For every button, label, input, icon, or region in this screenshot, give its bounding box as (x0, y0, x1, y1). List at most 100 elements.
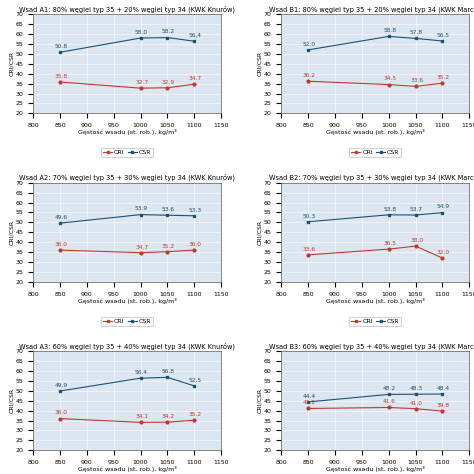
Y-axis label: CRI/CSR: CRI/CSR (257, 51, 262, 76)
CSR (413, 36, 419, 41)
CRI (57, 247, 63, 253)
Line: CRI: CRI (59, 81, 196, 90)
Line: CRI: CRI (59, 417, 196, 424)
Text: 35.8: 35.8 (55, 74, 68, 79)
Text: 58.0: 58.0 (135, 30, 148, 35)
X-axis label: Gęstość wsadu (st. rob.), kg/m³: Gęstość wsadu (st. rob.), kg/m³ (326, 129, 425, 136)
CSR (57, 220, 63, 226)
Text: 35.2: 35.2 (189, 412, 202, 417)
CRI (57, 79, 63, 85)
CRI (413, 243, 419, 249)
CSR (138, 375, 144, 381)
Text: 36.0: 36.0 (55, 242, 67, 247)
Text: 49.9: 49.9 (55, 383, 68, 388)
CRI (191, 417, 197, 423)
CSR (439, 391, 445, 397)
CSR (164, 374, 170, 380)
CSR (57, 388, 63, 394)
Text: 41.6: 41.6 (383, 399, 396, 404)
Y-axis label: CRI/CSR: CRI/CSR (9, 388, 14, 413)
Text: 35.2: 35.2 (437, 75, 450, 80)
Text: 50.8: 50.8 (55, 44, 68, 49)
Text: 54.9: 54.9 (437, 204, 450, 210)
Line: CRI: CRI (307, 406, 444, 412)
Text: 53.7: 53.7 (410, 207, 423, 212)
CSR (191, 213, 197, 219)
Y-axis label: CRI/CSR: CRI/CSR (257, 219, 262, 245)
Text: 58.2: 58.2 (162, 29, 175, 35)
Text: 34.7: 34.7 (189, 76, 202, 81)
Text: 49.6: 49.6 (55, 215, 67, 220)
CSR (386, 34, 392, 39)
Line: CSR: CSR (59, 213, 196, 225)
CRI (439, 81, 445, 86)
Text: 33.6: 33.6 (410, 78, 423, 83)
Title: Wsad B2: 70% węgiel typ 35 + 30% węgiel typ 34 (KWK Marcel): Wsad B2: 70% węgiel typ 35 + 30% węgiel … (269, 175, 474, 182)
Text: 53.6: 53.6 (162, 207, 175, 212)
Y-axis label: CRI/CSR: CRI/CSR (9, 219, 14, 245)
Text: 34.5: 34.5 (383, 76, 396, 82)
Text: 41.1: 41.1 (302, 401, 316, 405)
Text: 50.3: 50.3 (302, 214, 316, 219)
CRI (191, 82, 197, 87)
CRI (305, 252, 311, 258)
Title: Wsad B1: 80% węgiel typ 35 + 20% węgiel typ 34 (KWK Marcel): Wsad B1: 80% węgiel typ 35 + 20% węgiel … (269, 7, 474, 13)
Text: 38.0: 38.0 (410, 238, 423, 243)
Text: 56.4: 56.4 (135, 370, 148, 375)
Text: 48.4: 48.4 (437, 386, 450, 391)
CRI (164, 85, 170, 91)
Text: 32.9: 32.9 (162, 80, 175, 84)
Text: 57.8: 57.8 (410, 30, 423, 35)
X-axis label: Gęstość wsadu (st. rob.), kg/m³: Gęstość wsadu (st. rob.), kg/m³ (78, 298, 176, 304)
CSR (164, 35, 170, 40)
Text: 34.2: 34.2 (162, 414, 175, 419)
Title: Wsad A1: 80% węgiel typ 35 + 20% węgiel typ 34 (KWK Knurów): Wsad A1: 80% węgiel typ 35 + 20% węgiel … (19, 5, 235, 13)
X-axis label: Gęstość wsadu (st. rob.), kg/m³: Gęstość wsadu (st. rob.), kg/m³ (326, 298, 425, 304)
CRI (413, 406, 419, 411)
CSR (386, 212, 392, 218)
Line: CRI: CRI (59, 249, 196, 254)
Text: 56.8: 56.8 (162, 369, 175, 374)
Text: 39.8: 39.8 (437, 403, 450, 408)
Line: CSR: CSR (307, 392, 444, 403)
CSR (305, 219, 311, 225)
CRI (413, 83, 419, 89)
CSR (439, 210, 445, 216)
CRI (164, 419, 170, 425)
CSR (138, 212, 144, 218)
Text: 41.0: 41.0 (410, 401, 423, 406)
CSR (439, 38, 445, 44)
Text: 36.2: 36.2 (302, 73, 316, 78)
X-axis label: Gęstość wsadu (st. rob.), kg/m³: Gęstość wsadu (st. rob.), kg/m³ (326, 466, 425, 473)
Legend: CRI, CSR: CRI, CSR (349, 317, 401, 326)
Text: 36.5: 36.5 (383, 241, 396, 246)
CSR (413, 392, 419, 397)
CSR (191, 38, 197, 44)
CSR (164, 212, 170, 218)
CRI (138, 419, 144, 425)
CRI (191, 247, 197, 253)
Text: 56.5: 56.5 (437, 33, 450, 38)
Y-axis label: CRI/CSR: CRI/CSR (9, 51, 14, 76)
CSR (305, 399, 311, 405)
X-axis label: Gęstość wsadu (st. rob.), kg/m³: Gęstość wsadu (st. rob.), kg/m³ (78, 129, 176, 136)
Legend: CRI, CSR: CRI, CSR (349, 148, 401, 157)
CSR (57, 49, 63, 55)
Title: Wsad A2: 70% węgiel typ 35 + 30% węgiel typ 34 (KWK Knurów): Wsad A2: 70% węgiel typ 35 + 30% węgiel … (19, 174, 235, 182)
Y-axis label: CRI/CSR: CRI/CSR (257, 388, 262, 413)
Text: 32.7: 32.7 (135, 80, 148, 85)
Line: CRI: CRI (307, 245, 444, 259)
CRI (439, 408, 445, 414)
Text: 52.0: 52.0 (302, 42, 316, 47)
CRI (138, 85, 144, 91)
X-axis label: Gęstość wsadu (st. rob.), kg/m³: Gęstość wsadu (st. rob.), kg/m³ (78, 466, 176, 473)
CRI (439, 255, 445, 261)
Text: 34.7: 34.7 (135, 245, 148, 249)
CRI (305, 78, 311, 84)
Line: CSR: CSR (59, 36, 196, 54)
Line: CSR: CSR (59, 376, 196, 392)
Text: 36.0: 36.0 (55, 410, 67, 415)
Text: 34.1: 34.1 (135, 414, 148, 419)
CRI (305, 406, 311, 411)
CSR (386, 392, 392, 397)
